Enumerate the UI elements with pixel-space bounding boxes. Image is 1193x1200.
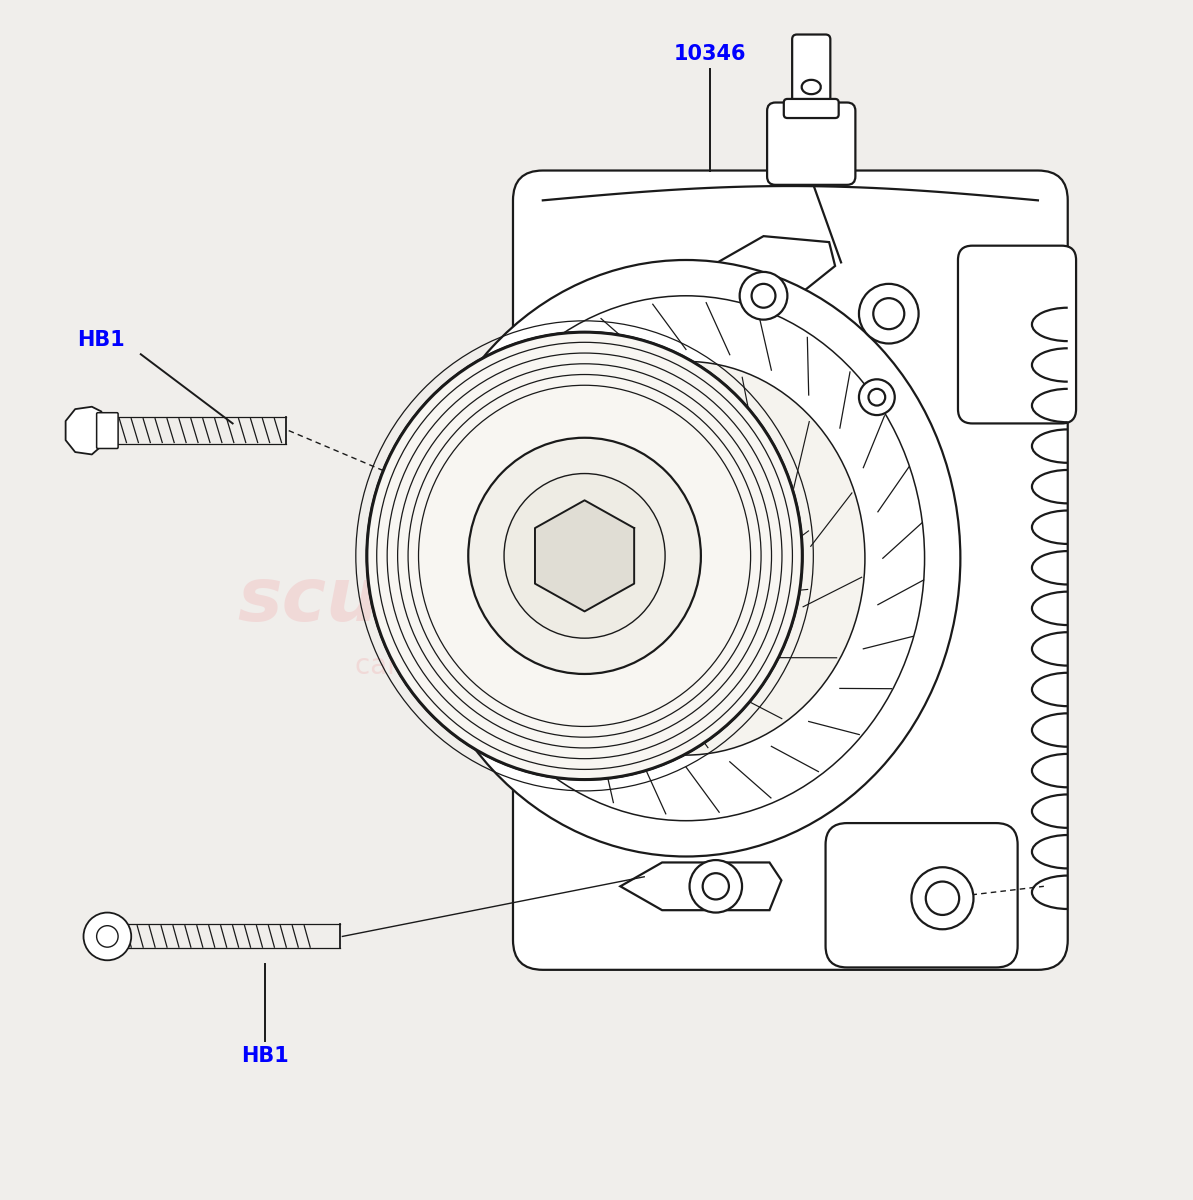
Circle shape bbox=[84, 912, 131, 960]
Text: 10346: 10346 bbox=[674, 43, 746, 64]
Ellipse shape bbox=[447, 295, 925, 821]
Polygon shape bbox=[620, 236, 835, 325]
FancyBboxPatch shape bbox=[97, 413, 118, 449]
Polygon shape bbox=[620, 863, 781, 910]
Ellipse shape bbox=[503, 474, 666, 638]
Text: car parts: car parts bbox=[356, 652, 480, 679]
Circle shape bbox=[740, 272, 787, 319]
Circle shape bbox=[859, 379, 895, 415]
FancyBboxPatch shape bbox=[513, 170, 1068, 970]
Circle shape bbox=[869, 389, 885, 406]
Circle shape bbox=[873, 298, 904, 329]
FancyBboxPatch shape bbox=[767, 102, 855, 185]
Circle shape bbox=[752, 284, 775, 307]
Circle shape bbox=[97, 925, 118, 947]
Text: HB1: HB1 bbox=[78, 330, 125, 350]
Ellipse shape bbox=[367, 332, 802, 780]
Circle shape bbox=[911, 868, 973, 929]
Circle shape bbox=[690, 860, 742, 912]
Circle shape bbox=[703, 874, 729, 900]
FancyBboxPatch shape bbox=[792, 35, 830, 115]
Ellipse shape bbox=[412, 260, 960, 857]
FancyBboxPatch shape bbox=[958, 246, 1076, 424]
FancyBboxPatch shape bbox=[784, 98, 839, 118]
Text: HB1: HB1 bbox=[241, 1045, 289, 1066]
Ellipse shape bbox=[507, 361, 865, 755]
Polygon shape bbox=[66, 407, 101, 455]
Circle shape bbox=[859, 284, 919, 343]
Ellipse shape bbox=[468, 438, 700, 674]
Text: scuderia: scuderia bbox=[237, 564, 598, 636]
Polygon shape bbox=[534, 500, 635, 612]
FancyBboxPatch shape bbox=[826, 823, 1018, 967]
Circle shape bbox=[926, 882, 959, 914]
